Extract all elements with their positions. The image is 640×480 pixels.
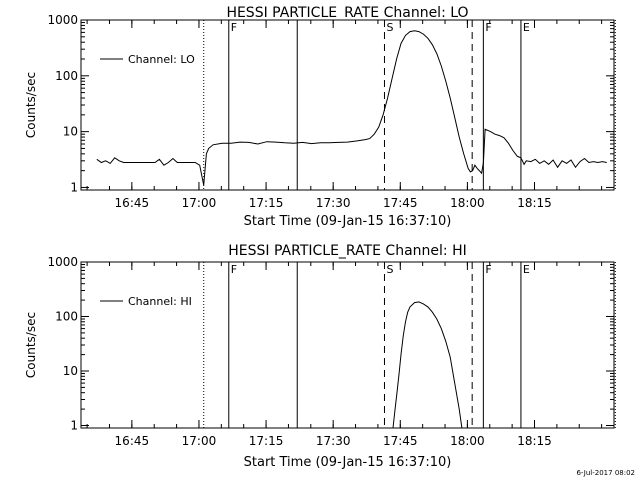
plot-frame — [80, 261, 615, 429]
flag-marker-label: E — [523, 263, 530, 276]
x-tick-label: 17:00 — [182, 434, 217, 448]
panel-hi: HESSI PARTICLE_RATE Channel: HI 1 10 100 100… — [24, 243, 616, 470]
y-axis-label: Counts/sec — [24, 312, 38, 378]
x-axis-label: Start Time (09-Jan-15 16:37:10) — [244, 214, 452, 229]
flag-marker-label: F — [231, 21, 237, 34]
y-tick-label: 10 — [63, 125, 78, 139]
flag-marker-label: S — [386, 263, 393, 276]
x-tick-label: 17:30 — [316, 196, 351, 210]
series-line — [96, 30, 607, 186]
y-tick-label: 10 — [63, 364, 78, 378]
plot-frame — [80, 19, 615, 191]
legend-label: Channel: LO — [128, 53, 195, 66]
flag-marker-label: S — [386, 21, 393, 34]
y-tick-label: 1 — [70, 419, 78, 433]
y-tick-label: 1 — [70, 180, 78, 194]
flag-marker-label: F — [231, 263, 237, 276]
x-tick-label: 18:00 — [450, 196, 485, 210]
legend-label: Channel: HI — [128, 295, 192, 308]
y-tick-label: 100 — [55, 310, 78, 324]
y-tick-label: 1000 — [47, 255, 78, 269]
flag-marker-label: F — [485, 263, 491, 276]
x-tick-label: 17:15 — [249, 434, 284, 448]
x-tick-label: 18:15 — [517, 434, 552, 448]
x-tick-label: 18:00 — [450, 434, 485, 448]
chart-title: HESSI PARTICLE_RATE Channel: HI — [228, 243, 466, 259]
y-tick-label: 1000 — [47, 13, 78, 27]
x-tick-label: 18:15 — [517, 196, 552, 210]
chart-title: HESSI PARTICLE_RATE Channel: LO — [226, 5, 468, 21]
x-tick-label: 16:45 — [115, 434, 150, 448]
x-tick-label: 17:45 — [383, 196, 418, 210]
footer-timestamp: 6-Jul-2017 08:02 — [576, 469, 635, 477]
x-tick-label: 17:00 — [182, 196, 217, 210]
panel-lo: HESSI PARTICLE_RATE Channel: LO 1 10 100 100… — [24, 5, 616, 229]
flag-marker-label: F — [485, 21, 491, 34]
x-tick-label: 17:30 — [316, 434, 351, 448]
y-axis-label: Counts/sec — [24, 72, 38, 138]
flag-marker-label: E — [523, 21, 530, 34]
series-line — [392, 301, 463, 429]
x-tick-label: 16:45 — [115, 196, 150, 210]
x-axis-label: Start Time (09-Jan-15 16:37:10) — [244, 455, 452, 470]
x-tick-label: 17:15 — [249, 196, 284, 210]
y-tick-label: 100 — [55, 69, 78, 83]
x-tick-label: 17:45 — [383, 434, 418, 448]
